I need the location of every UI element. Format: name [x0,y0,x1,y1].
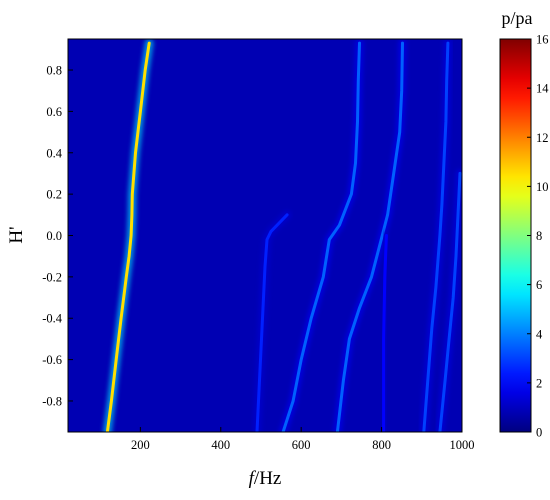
y-tick-label: 0.8 [46,64,62,78]
ridge-ridge-800 [379,231,391,432]
y-tick-label: -0.4 [42,312,63,326]
ridge-core [105,41,151,432]
x-tick-label: 1000 [450,438,475,452]
y-tick-label: -0.6 [42,353,62,367]
colorbar-tick-label: 4 [536,327,543,341]
y-tick-label: 0.0 [46,229,62,243]
ridge-ridge-690 [332,39,407,432]
ridge-ridge-560 [278,39,364,432]
y-tick-label: -0.8 [42,394,62,408]
colorbar-tick-label: 10 [536,180,549,194]
x-tick-label: 200 [131,438,150,452]
ridge-ridge-500 [252,210,292,432]
y-tick-label: 0.4 [46,146,62,160]
x-tick-label: 600 [292,438,311,452]
ridge-core [255,213,289,432]
x-axis-title-italic: f [249,468,257,489]
heatmap-ridges [102,39,462,432]
y-tick-label: 0.6 [46,105,62,119]
colorbar-tick-label: 8 [536,229,542,243]
colorbar-axis: 0 2 4 6 8 10 12 14 16 [527,33,549,440]
x-tick-label: 400 [211,438,230,452]
colorbar-tick-label: 16 [536,33,549,47]
colorbar-tick-label: 12 [536,131,549,145]
colorbar [499,38,532,433]
colorbar-tick-label: 0 [536,426,542,440]
y-tick-label: -0.2 [42,270,62,284]
colorbar-title: p/pa [502,8,533,28]
y-axis-title: H' [6,226,27,243]
ridge-core [382,234,388,432]
ridge-core [438,171,462,432]
x-axis: 200 400 600 800 1000 [131,427,475,452]
colorbar-tick-label: 14 [536,82,549,96]
colorbar-tick-label: 2 [536,376,542,390]
ridge-core [335,41,404,432]
ridge-ridge-900 [419,39,453,432]
x-axis-title-rest: /Hz [254,468,281,489]
y-axis: 0.8 0.6 0.4 0.2 0.0 -0.2 -0.4 -0.6 -0.8 [42,64,73,408]
x-axis-title: f/Hz [249,468,282,489]
ridge-core [422,41,450,432]
ridge-ridge-960 [435,168,462,432]
y-tick-label: 0.2 [46,188,62,202]
x-tick-label: 800 [372,438,391,452]
ridge-mode-1 [102,39,154,432]
ridge-core [281,41,361,432]
colorbar-tick-label: 6 [536,278,542,292]
plot-area [68,39,462,432]
